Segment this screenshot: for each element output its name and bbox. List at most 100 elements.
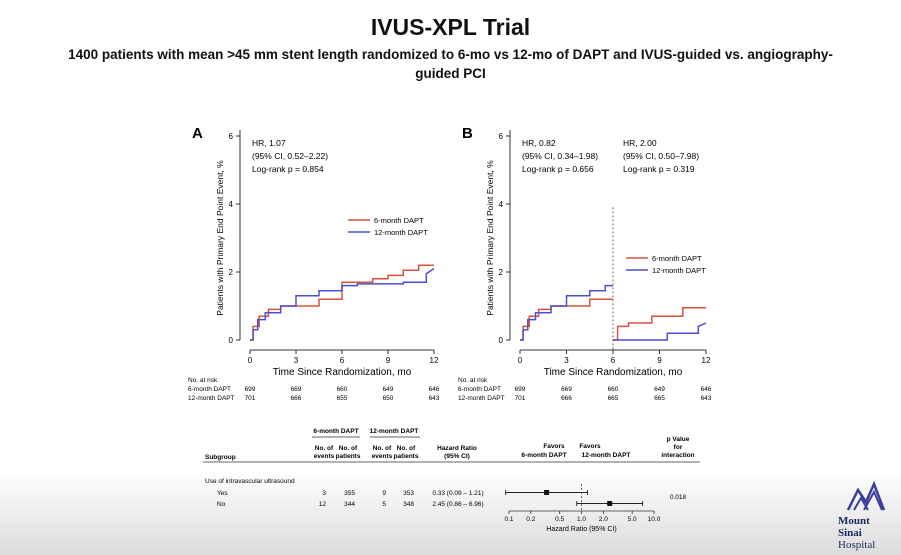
panel-b-y-tick-label: 4 (499, 200, 504, 209)
panel-b-x-tick-label: 0 (518, 356, 523, 365)
panel-b-risk-row-label: 6-month DAPT (458, 386, 501, 393)
panel-b-series-12mo-line-1 (613, 322, 707, 341)
mount-sinai-logo (846, 476, 886, 517)
forest-row-label: No (217, 501, 226, 508)
forest-header-p-for: for (674, 444, 683, 451)
panel-a-risk-value: 666 (291, 395, 302, 402)
forest-row-n6: 355 (344, 490, 355, 497)
panel-b-annotation-left: HR, 0.82 (522, 138, 556, 148)
panel-b-annotation-right: Log-rank p = 0.319 (623, 164, 695, 174)
panel-a-x-axis-label: Time Since Randomization, mo (273, 367, 412, 378)
panel-b-legend-label: 12-month DAPT (652, 266, 706, 275)
forest-row-n12: 348 (403, 501, 414, 508)
panel-b-label: B (462, 125, 473, 142)
panel-b-annotation-left: (95% CI, 0.34–1.98) (522, 151, 598, 161)
panel-a-risk-value: 699 (245, 386, 256, 393)
forest-x-tick-label: 10.0 (648, 516, 661, 523)
panel-a-y-tick-label: 6 (229, 132, 234, 141)
forest-header-count-0: No. of (315, 445, 334, 452)
forest-favors-right-group: 12-month DAPT (582, 452, 631, 459)
forest-category-label: Use of intravascular ultrasound (205, 478, 295, 485)
slide-subtitle: 1400 patients with mean >45 mm stent len… (68, 47, 833, 81)
forest-header-p: p Value (667, 436, 690, 443)
logo-text-mount: Mount (838, 515, 870, 527)
panel-b-risk-value: 665 (654, 395, 665, 402)
forest-x-axis-label: Hazard Ratio (95% CI) (546, 526, 616, 533)
forest-row-n12: 353 (403, 490, 414, 497)
logo-text-hospital: Hospital (838, 539, 876, 551)
panel-b-risk-value: 666 (561, 395, 572, 402)
panel-a-annotation: (95% CI, 0.52–2.22) (252, 151, 328, 161)
panel-a-risk-value: 649 (383, 386, 394, 393)
panel-b-risk-title: No. at risk (458, 377, 488, 384)
panel-b-x-tick-label: 9 (657, 356, 662, 365)
forest-row-ev12: 9 (382, 490, 386, 497)
forest-favors-right: Favors (579, 443, 601, 450)
panel-a-risk-value: 660 (337, 386, 348, 393)
forest-row-label: Yes (217, 490, 228, 497)
panel-a-annotation: Log-rank p = 0.854 (252, 164, 324, 174)
forest-row-hr-text: 2.45 (0.86 – 6.96) (432, 501, 483, 508)
panel-a-y-tick-label: 0 (229, 336, 234, 345)
forest-x-tick-label: 1.0 (577, 516, 586, 523)
panel-b-y-tick-label: 2 (499, 268, 504, 277)
panel-a-x-tick-label: 0 (248, 356, 253, 365)
panel-b-risk-value: 649 (654, 386, 665, 393)
forest-header-count-3-b: patients (394, 453, 419, 460)
forest-header-count-2: No. of (373, 445, 392, 452)
panel-a-risk-value: 643 (429, 395, 440, 402)
panel-b-x-tick-label: 3 (564, 356, 569, 365)
panel-a-legend-label: 6-month DAPT (374, 216, 424, 225)
panel-a-x-tick-label: 9 (386, 356, 391, 365)
forest-header-count-0-b: events (314, 453, 335, 460)
forest-row-ev12: 5 (382, 501, 386, 508)
forest-row-n6: 344 (344, 501, 355, 508)
panel-b-risk-row-label: 12-month DAPT (458, 395, 505, 402)
forest-x-tick-label: 0.5 (555, 516, 564, 523)
panel-a-risk-value: 646 (429, 386, 440, 393)
panel-a-x-tick-label: 3 (294, 356, 299, 365)
panel-a-risk-row-label: 6-month DAPT (188, 386, 231, 393)
panel-b-risk-value: 669 (561, 386, 572, 393)
panel-a-series-6mo-line (250, 264, 434, 341)
forest-x-tick-label: 5.0 (628, 516, 637, 523)
panel-a-risk-value: 701 (245, 395, 256, 402)
panel-b-risk-value: 665 (608, 395, 619, 402)
panel-b-x-tick-label: 6 (611, 356, 616, 365)
panel-a-annotation: HR, 1.07 (252, 138, 286, 148)
forest-favors-left: Favors (543, 443, 565, 450)
panel-a-series-12mo-line (250, 267, 435, 341)
panel-a-y-tick-label: 2 (229, 268, 234, 277)
panel-b-risk-value: 660 (608, 386, 619, 393)
panel-b-series-12mo-line-0 (520, 284, 613, 341)
forest-header-count-1-b: patients (336, 453, 361, 460)
panel-b-series-6mo-line-1 (613, 306, 706, 341)
panel-b-y-axis-label: Patients with Primary End Point Event, % (485, 160, 495, 316)
forest-header-subgroup: Subgroup (205, 454, 236, 461)
forest-x-tick-label: 0.2 (526, 516, 535, 523)
panel-b-x-tick-label: 12 (702, 356, 711, 365)
forest-header-group2: 12-month DAPT (370, 428, 419, 435)
panel-a-legend-label: 12-month DAPT (374, 228, 428, 237)
panel-b-legend-label: 6-month DAPT (652, 254, 702, 263)
panel-a-risk-title: No. at risk (188, 377, 218, 384)
forest-header-hr-ci: (95% CI) (444, 453, 470, 460)
forest-header-count-2-b: events (372, 453, 393, 460)
forest-p-value: 0.018 (670, 494, 687, 501)
forest-header-p-int: interaction (661, 452, 694, 459)
forest-point-estimate (607, 501, 613, 506)
panel-b-annotation-right: (95% CI, 0.50–7.98) (623, 151, 699, 161)
panel-b-x-axis-label: Time Since Randomization, mo (544, 367, 683, 378)
panel-a-risk-value: 669 (291, 386, 302, 393)
forest-header-count-1: No. of (339, 445, 358, 452)
panel-b-risk-value: 699 (515, 386, 526, 393)
panel-b-risk-value: 643 (701, 395, 712, 402)
panel-a-x-tick-label: 6 (340, 356, 345, 365)
footer-band (0, 470, 901, 555)
panel-a-x-tick-label: 12 (430, 356, 439, 365)
panel-b-y-tick-label: 6 (499, 132, 504, 141)
slide-title: IVUS-XPL Trial (370, 14, 531, 40)
panel-a-risk-value: 655 (337, 395, 348, 402)
forest-header-hr: Hazard Ratio (437, 445, 477, 452)
